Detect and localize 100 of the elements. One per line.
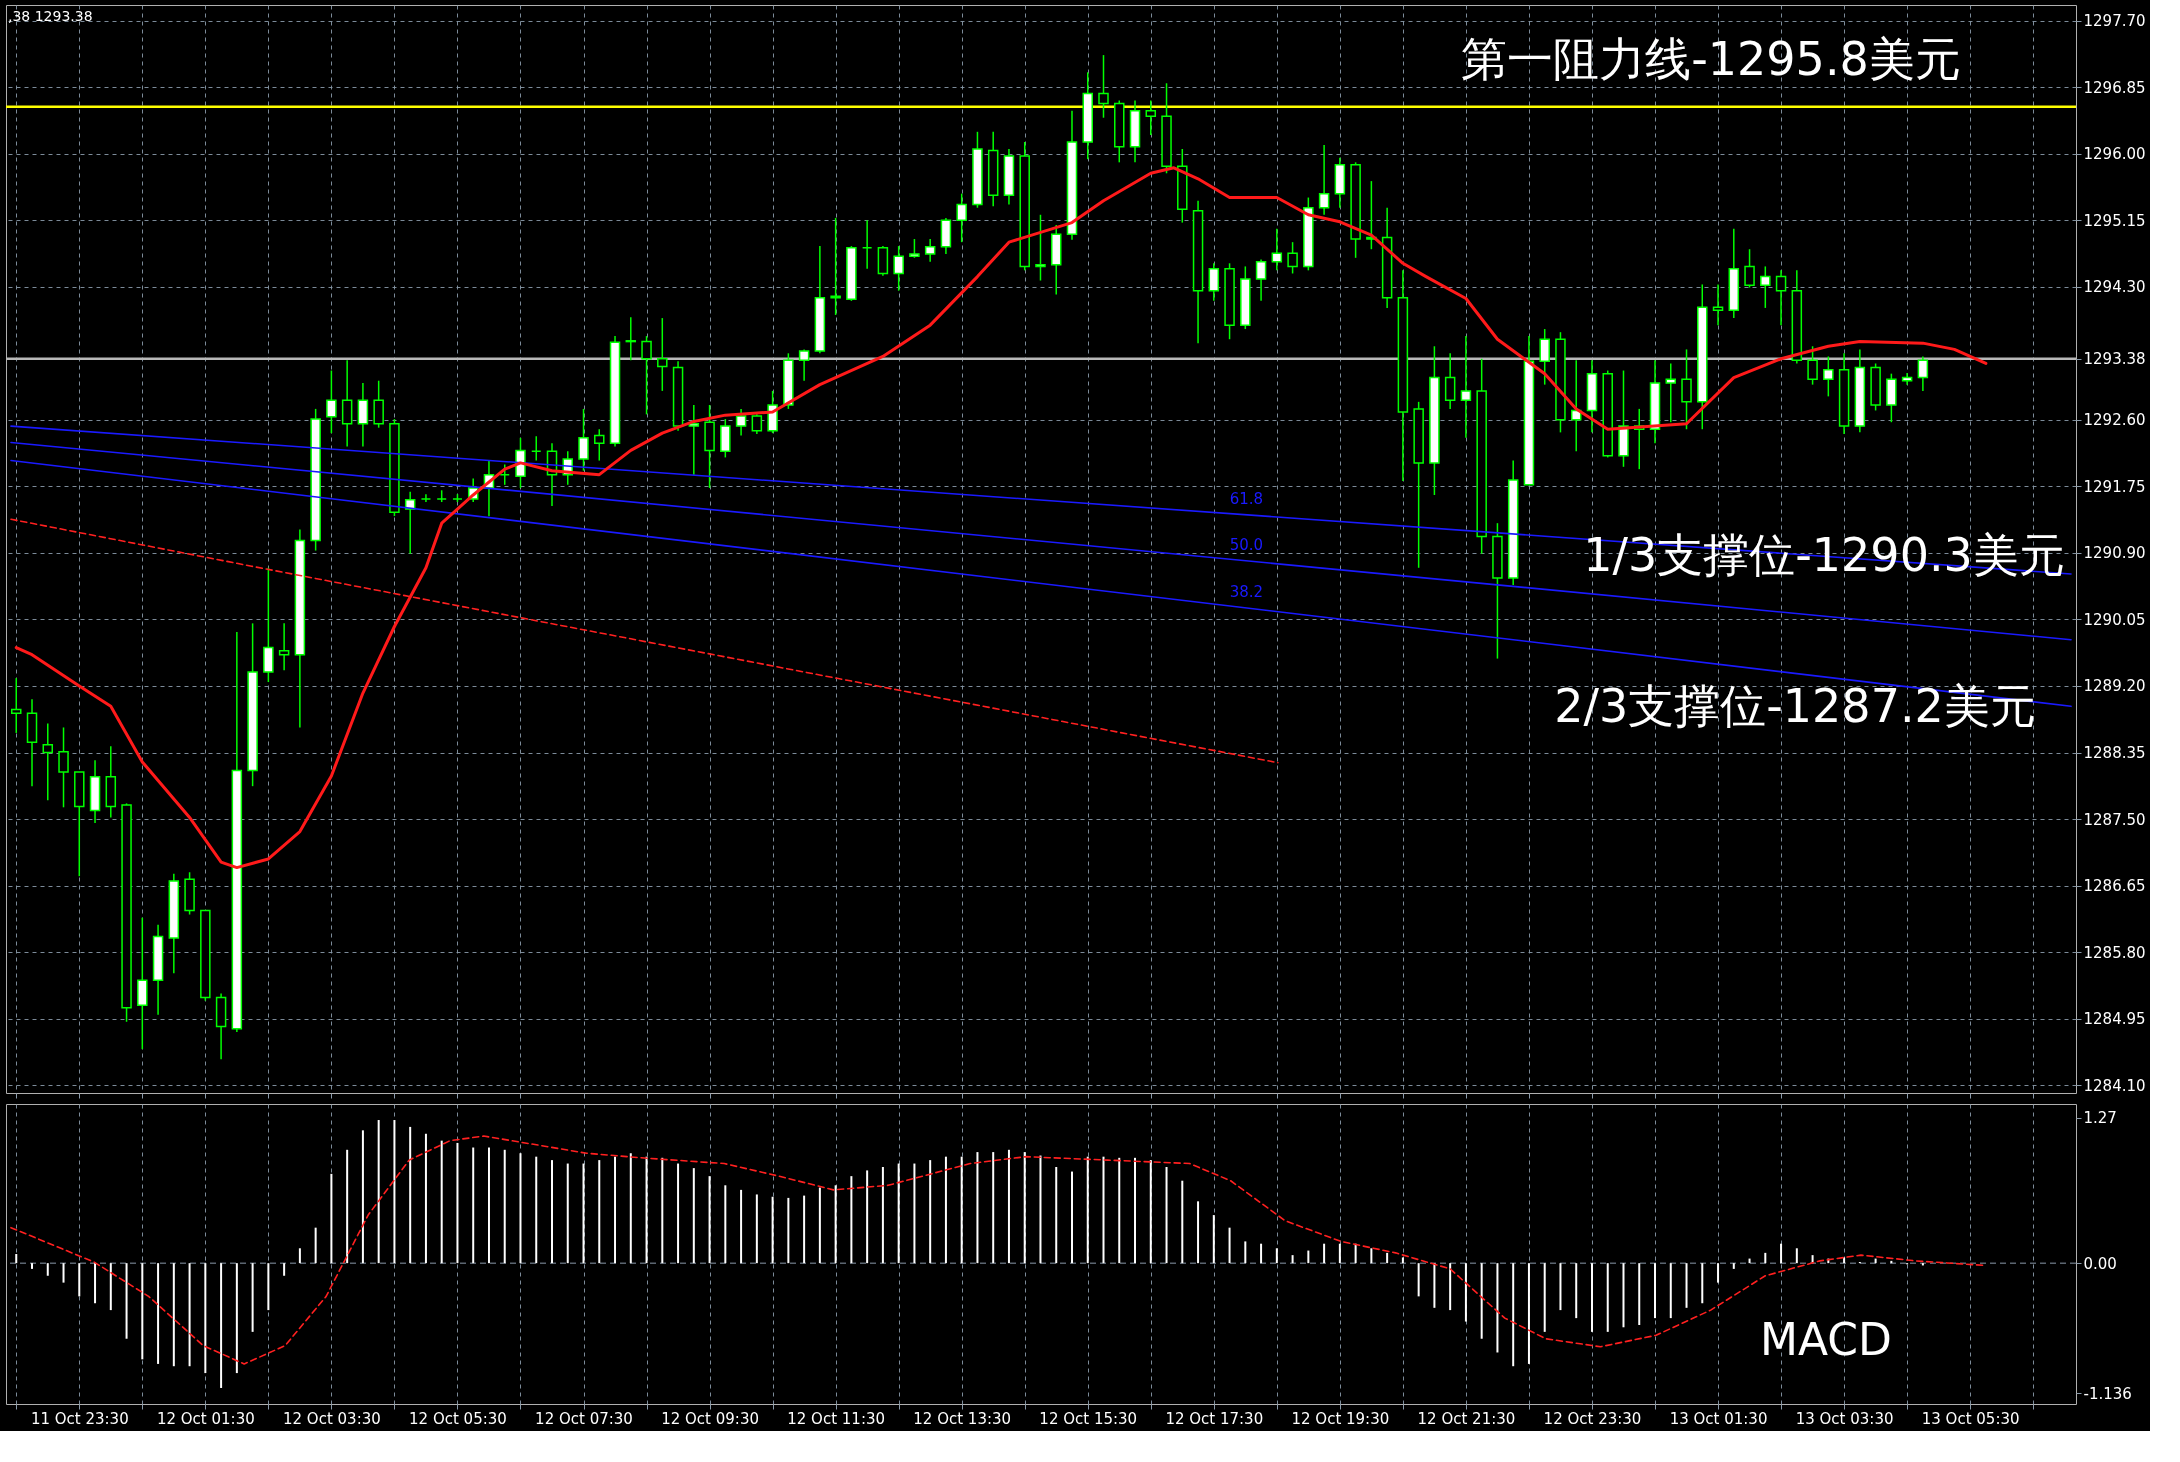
candlestick [58, 726, 69, 809]
bar [409, 1126, 412, 1264]
y-tick-label: 1291.75 [2083, 477, 2146, 496]
candlestick [341, 359, 353, 448]
bar [1181, 1180, 1184, 1264]
y-tick-label: 1285.80 [2083, 943, 2146, 962]
candlestick [688, 404, 700, 476]
y-tick-label: 0.00 [2083, 1254, 2117, 1273]
bar [1622, 1263, 1625, 1328]
x-tick-label: 12 Oct 03:30 [283, 1409, 381, 1428]
y-tick-label: -1.136 [2083, 1384, 2132, 1403]
bar [1527, 1263, 1530, 1364]
candlestick [1665, 362, 1677, 423]
candlestick [1744, 248, 1755, 289]
bar [1496, 1263, 1499, 1353]
candlestick [1444, 352, 1456, 410]
candlestick [1807, 345, 1818, 386]
bar [361, 1130, 364, 1264]
bar [1590, 1263, 1593, 1332]
bar [755, 1194, 758, 1264]
bar [1512, 1263, 1515, 1367]
x-tick-label: 12 Oct 21:30 [1417, 1409, 1516, 1428]
bar [1118, 1157, 1121, 1264]
bar [393, 1120, 396, 1264]
candlestick [326, 369, 337, 434]
y-tick-label: 1284.95 [2083, 1010, 2146, 1029]
bar [456, 1142, 459, 1264]
candlestick [594, 428, 605, 462]
bar [834, 1185, 837, 1264]
candlestick [1098, 54, 1109, 119]
bar [1291, 1255, 1294, 1264]
bar [1165, 1166, 1168, 1264]
bar [235, 1263, 238, 1374]
bar [1685, 1263, 1688, 1308]
bar [283, 1263, 286, 1276]
bar [913, 1163, 916, 1264]
bar [677, 1163, 680, 1264]
bar [1417, 1263, 1420, 1297]
bar [1654, 1263, 1657, 1319]
bar [1575, 1263, 1578, 1319]
annotation: ,38 1293.38 [8, 8, 93, 24]
candlestick [357, 382, 369, 448]
bar [330, 1173, 333, 1264]
bar [771, 1196, 774, 1264]
bar [992, 1152, 995, 1264]
x-tick-label: 12 Oct 23:30 [1543, 1409, 1642, 1428]
bar [1732, 1263, 1735, 1269]
bar [172, 1263, 175, 1367]
candlestick [956, 192, 967, 243]
candlestick [1460, 335, 1472, 439]
bar [1464, 1263, 1467, 1322]
bar [1780, 1243, 1783, 1264]
candlestick [11, 677, 22, 734]
y-tick-label: 1290.90 [2083, 544, 2146, 563]
bar [929, 1160, 932, 1264]
candlestick [278, 622, 290, 672]
candlestick [1035, 214, 1046, 282]
bar [566, 1163, 569, 1264]
annotation: 第一阻力线-1295.8美元 [1461, 32, 1961, 86]
bar [503, 1149, 506, 1264]
y-tick-label: 1292.60 [2083, 411, 2146, 430]
y-tick-label: 1293.38 [2083, 350, 2146, 369]
bar [1701, 1263, 1704, 1304]
bar [1606, 1263, 1609, 1332]
candlestick [1318, 144, 1330, 216]
bar [346, 1149, 349, 1264]
y-tick-label: 1296.85 [2083, 78, 2146, 97]
bar [1401, 1257, 1404, 1264]
candlestick [625, 316, 637, 362]
bar [487, 1147, 490, 1264]
bar [314, 1227, 317, 1264]
y-tick-label: 1.27 [2083, 1109, 2117, 1128]
bar [1244, 1241, 1247, 1264]
bar [1212, 1215, 1215, 1264]
bar [1102, 1156, 1105, 1264]
bar [803, 1195, 806, 1264]
bar [125, 1263, 128, 1339]
candlestick [1145, 99, 1157, 136]
y-tick-label: 1295.15 [2083, 211, 2146, 230]
candlestick [42, 722, 54, 802]
bar [377, 1120, 380, 1264]
candlestick [735, 408, 747, 437]
bar [1134, 1157, 1137, 1264]
bar [1795, 1248, 1798, 1264]
series-label: 50.0 [1229, 535, 1264, 554]
candlestick [373, 379, 384, 429]
y-tick-label: 1286.65 [2083, 877, 2146, 896]
bar [220, 1263, 223, 1388]
bar [1228, 1227, 1231, 1264]
bar [551, 1160, 553, 1264]
candlestick [578, 408, 589, 472]
x-tick-label: 12 Oct 09:30 [661, 1409, 759, 1428]
bar [267, 1263, 270, 1311]
x-tick-label: 13 Oct 05:30 [1921, 1409, 2020, 1428]
bar [1039, 1155, 1042, 1264]
y-tick-label: 1288.35 [2083, 744, 2146, 763]
candlestick [830, 217, 841, 316]
bar [298, 1248, 301, 1264]
candlestick [1712, 283, 1724, 326]
x-tick-label: 13 Oct 03:30 [1795, 1409, 1894, 1428]
